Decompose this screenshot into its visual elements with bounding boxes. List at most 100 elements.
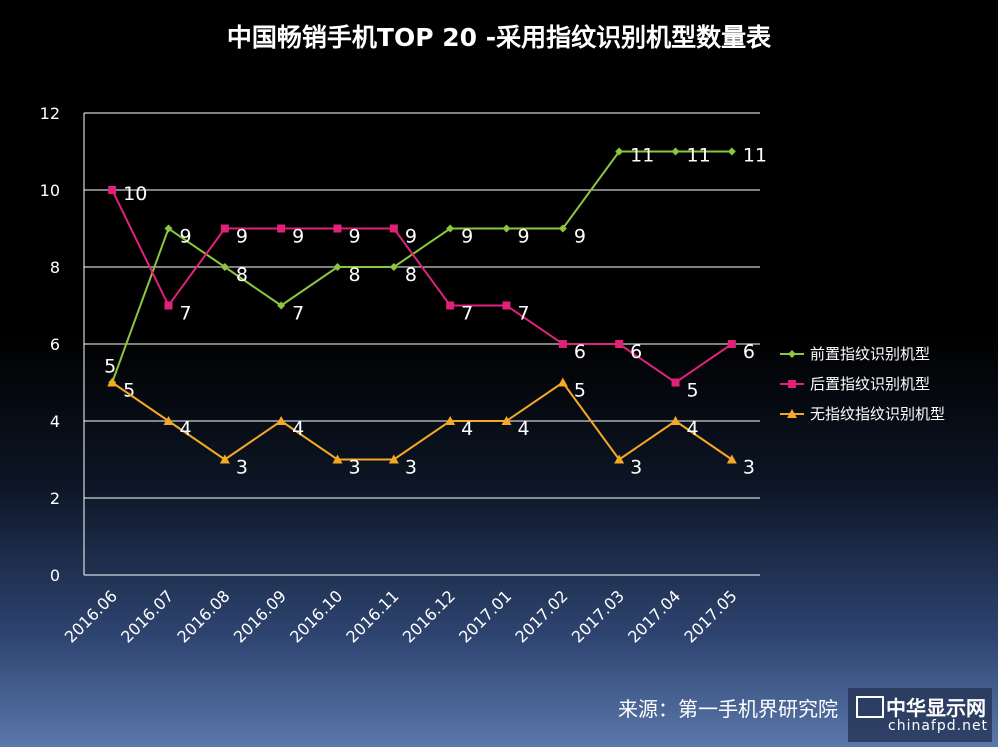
data-point — [788, 380, 796, 388]
x-tick-label: 2017.01 — [455, 586, 515, 646]
data-point — [446, 301, 455, 310]
data-label: 4 — [518, 418, 530, 440]
data-label: 3 — [349, 457, 361, 479]
data-point — [164, 301, 173, 310]
data-point — [108, 186, 117, 194]
data-label: 11 — [630, 145, 654, 167]
data-point — [557, 377, 568, 387]
data-label: 4 — [687, 418, 699, 440]
data-point — [727, 340, 736, 348]
x-tick-label: 2016.07 — [117, 586, 177, 646]
data-point — [558, 340, 567, 348]
x-tick-label: 2016.09 — [230, 586, 290, 646]
data-point — [558, 224, 567, 233]
data-point — [671, 147, 680, 156]
data-label: 11 — [687, 145, 711, 167]
data-label: 6 — [743, 341, 755, 363]
watermark-logo: 中华显示网 chinafpd.net — [848, 688, 992, 742]
data-label: 9 — [180, 226, 192, 248]
legend-label: 前置指纹识别机型 — [810, 345, 930, 363]
x-tick-label: 2017.03 — [568, 586, 628, 646]
data-point — [277, 301, 286, 310]
data-label: 9 — [292, 226, 304, 248]
data-label: 11 — [743, 145, 767, 167]
data-point — [726, 454, 737, 464]
chart-title: 中国畅销手机TOP 20 -采用指纹识别机型数量表 — [226, 23, 772, 52]
data-label: 6 — [630, 341, 642, 363]
data-point — [220, 224, 229, 233]
data-label: 9 — [236, 226, 248, 248]
y-tick-label: 6 — [50, 335, 60, 354]
data-point — [333, 263, 342, 271]
data-label: 9 — [574, 226, 586, 248]
data-label: 7 — [180, 303, 192, 325]
data-label: 10 — [123, 183, 147, 205]
data-label: 7 — [518, 303, 530, 325]
y-tick-label: 12 — [40, 104, 60, 123]
data-label: 4 — [461, 418, 473, 440]
data-label: 5 — [687, 380, 699, 402]
data-point — [615, 340, 624, 348]
data-label: 6 — [574, 341, 586, 363]
data-label: 3 — [743, 457, 755, 479]
data-point — [277, 224, 286, 233]
data-point — [388, 454, 399, 464]
monitor-icon — [856, 696, 884, 718]
data-label: 4 — [180, 418, 192, 440]
data-point — [332, 454, 343, 464]
legend-label: 无指纹指纹识别机型 — [810, 405, 945, 423]
data-point — [445, 416, 456, 425]
data-label: 7 — [461, 303, 473, 325]
data-point — [333, 224, 342, 233]
x-tick-label: 2016.12 — [399, 586, 459, 646]
x-tick-label: 2016.06 — [61, 586, 121, 646]
data-label: 8 — [405, 264, 417, 286]
data-label: 5 — [104, 356, 116, 378]
data-point — [219, 454, 230, 464]
data-label: 9 — [405, 226, 417, 248]
data-label: 3 — [405, 457, 417, 479]
x-tick-label: 2017.02 — [511, 586, 571, 646]
source-note: 来源：第一手机界研究院 — [618, 697, 838, 721]
data-label: 4 — [292, 418, 304, 440]
x-tick-label: 2016.08 — [173, 586, 233, 646]
watermark-url: chinafpd.net — [888, 718, 989, 734]
data-point — [671, 378, 680, 387]
watermark-name: 中华显示网 — [886, 696, 986, 720]
data-point — [389, 263, 398, 271]
data-point — [501, 416, 512, 425]
data-point — [164, 224, 173, 233]
data-point — [502, 301, 511, 310]
x-tick-label: 2017.05 — [680, 586, 740, 646]
data-label: 3 — [236, 457, 248, 479]
data-label: 8 — [349, 264, 361, 286]
y-tick-label: 8 — [50, 258, 60, 277]
y-tick-label: 10 — [40, 181, 60, 200]
data-point — [163, 416, 174, 425]
data-label: 9 — [518, 226, 530, 248]
data-point — [727, 147, 736, 156]
data-point — [389, 224, 398, 233]
series-line — [111, 150, 732, 383]
data-point — [220, 263, 229, 271]
data-label: 7 — [292, 303, 304, 325]
data-label: 9 — [461, 226, 473, 248]
y-tick-label: 2 — [50, 489, 60, 508]
data-point — [788, 350, 796, 358]
x-tick-label: 2017.04 — [624, 586, 684, 646]
y-tick-label: 4 — [50, 412, 60, 431]
x-tick-label: 2016.10 — [286, 586, 346, 646]
legend-label: 后置指纹识别机型 — [810, 375, 930, 393]
data-point — [614, 454, 625, 464]
series-line — [111, 189, 733, 384]
data-point — [107, 377, 118, 387]
y-tick-label: 0 — [50, 566, 60, 585]
data-point — [787, 409, 797, 418]
data-point — [276, 416, 287, 425]
x-tick-label: 2016.11 — [342, 586, 402, 646]
data-label: 8 — [236, 264, 248, 286]
data-point — [670, 416, 681, 425]
data-label: 5 — [574, 380, 586, 402]
data-point — [446, 224, 455, 233]
